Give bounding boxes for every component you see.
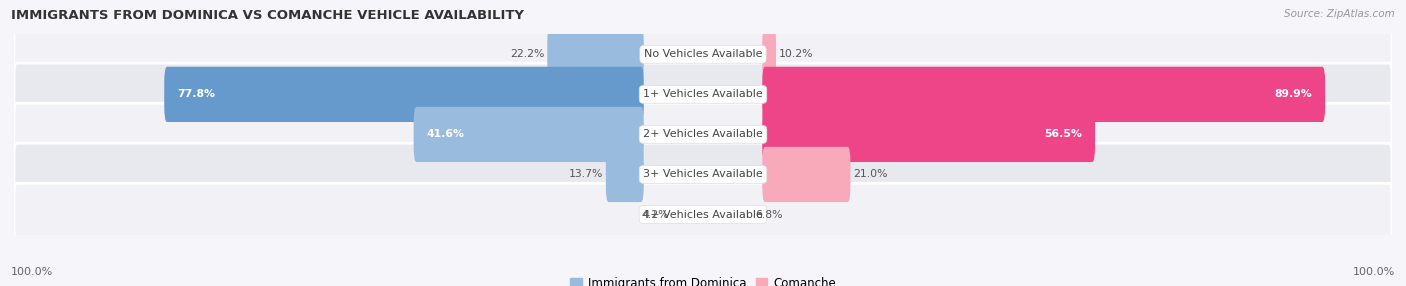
FancyBboxPatch shape bbox=[14, 103, 1392, 166]
Text: 100.0%: 100.0% bbox=[1353, 267, 1395, 277]
FancyBboxPatch shape bbox=[762, 27, 776, 82]
Text: 3+ Vehicles Available: 3+ Vehicles Available bbox=[643, 170, 763, 179]
Text: Source: ZipAtlas.com: Source: ZipAtlas.com bbox=[1284, 9, 1395, 19]
Text: 22.2%: 22.2% bbox=[510, 49, 544, 59]
Text: 4.2%: 4.2% bbox=[641, 210, 669, 219]
Text: 21.0%: 21.0% bbox=[853, 170, 887, 179]
Text: 2+ Vehicles Available: 2+ Vehicles Available bbox=[643, 130, 763, 139]
FancyBboxPatch shape bbox=[413, 107, 644, 162]
Text: No Vehicles Available: No Vehicles Available bbox=[644, 49, 762, 59]
FancyBboxPatch shape bbox=[14, 23, 1392, 86]
FancyBboxPatch shape bbox=[606, 147, 644, 202]
FancyBboxPatch shape bbox=[14, 63, 1392, 126]
Text: 10.2%: 10.2% bbox=[779, 49, 813, 59]
Text: IMMIGRANTS FROM DOMINICA VS COMANCHE VEHICLE AVAILABILITY: IMMIGRANTS FROM DOMINICA VS COMANCHE VEH… bbox=[11, 9, 524, 21]
Text: 77.8%: 77.8% bbox=[177, 90, 215, 99]
FancyBboxPatch shape bbox=[547, 27, 644, 82]
Text: 13.7%: 13.7% bbox=[569, 170, 603, 179]
Text: 6.8%: 6.8% bbox=[755, 210, 783, 219]
Text: 41.6%: 41.6% bbox=[427, 130, 465, 139]
FancyBboxPatch shape bbox=[762, 67, 1324, 122]
FancyBboxPatch shape bbox=[165, 67, 644, 122]
Text: 89.9%: 89.9% bbox=[1274, 90, 1312, 99]
FancyBboxPatch shape bbox=[14, 143, 1392, 206]
FancyBboxPatch shape bbox=[762, 107, 1095, 162]
FancyBboxPatch shape bbox=[14, 183, 1392, 246]
Text: 56.5%: 56.5% bbox=[1045, 130, 1083, 139]
Text: 100.0%: 100.0% bbox=[11, 267, 53, 277]
Text: 4+ Vehicles Available: 4+ Vehicles Available bbox=[643, 210, 763, 219]
FancyBboxPatch shape bbox=[762, 147, 851, 202]
Text: 1+ Vehicles Available: 1+ Vehicles Available bbox=[643, 90, 763, 99]
Legend: Immigrants from Dominica, Comanche: Immigrants from Dominica, Comanche bbox=[568, 275, 838, 286]
